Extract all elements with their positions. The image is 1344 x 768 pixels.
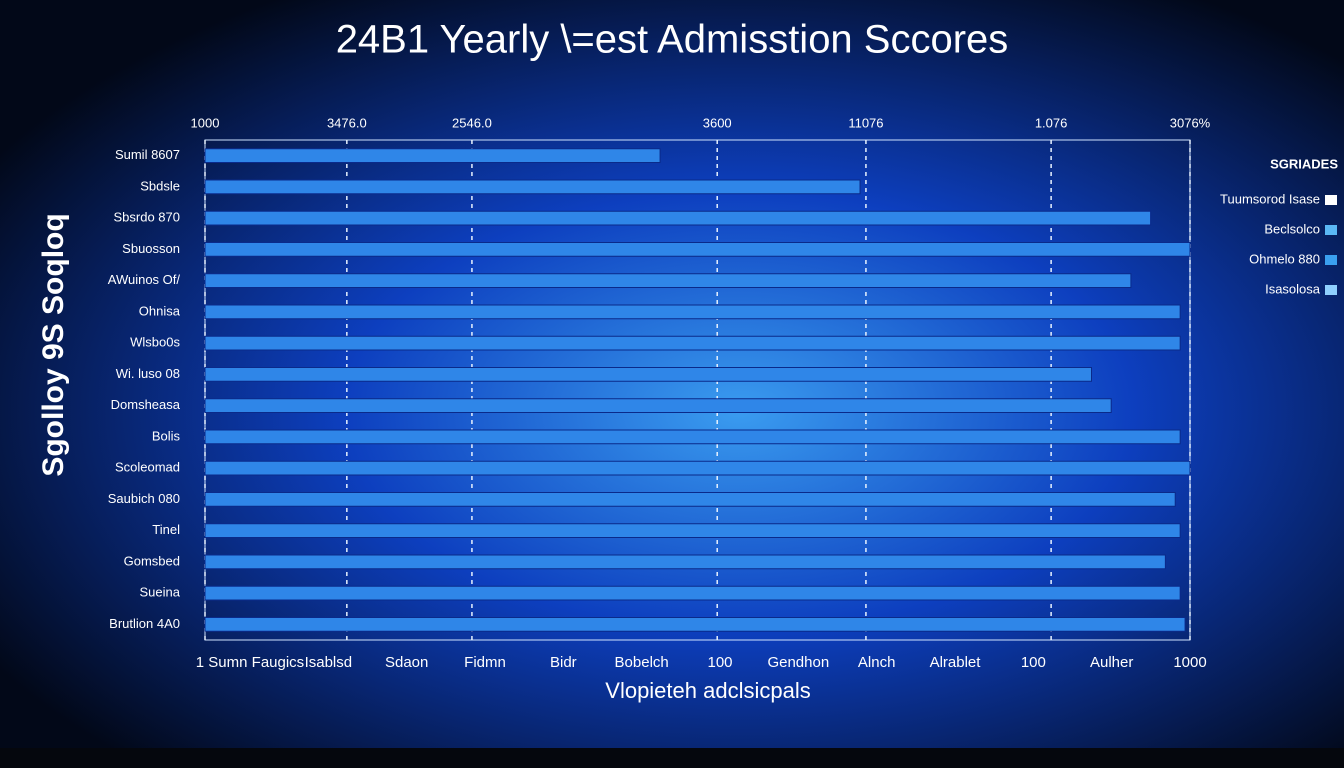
bar	[204, 398, 1112, 413]
y-tick-label: Gomsbed	[124, 553, 180, 568]
y-tick-label: Sbuosson	[122, 241, 180, 256]
footer-band	[0, 748, 1344, 768]
x-tick-label: 3076%	[1170, 115, 1211, 130]
bar	[204, 460, 1191, 476]
bar	[204, 492, 1176, 507]
bar	[204, 585, 1181, 601]
y-tick-label: Saubich 080	[108, 491, 180, 506]
legend-swatch	[1325, 285, 1337, 295]
bottom-label: Aulher	[1090, 654, 1133, 671]
y-tick-label: AWuinos Of/	[108, 272, 181, 287]
bottom-label: Alnch	[858, 654, 896, 671]
y-tick-label: Sbdsle	[140, 178, 180, 193]
bottom-label: 100	[707, 654, 732, 671]
bar	[204, 554, 1166, 570]
bottom-label: 1000	[1173, 654, 1206, 671]
y-tick-label: Wlsbo0s	[130, 335, 180, 350]
y-tick-label: Bolis	[152, 428, 181, 443]
y-tick-label: Sbsrdo 870	[114, 210, 181, 225]
bottom-label: Gendhon	[767, 654, 829, 671]
bottom-label: Fidmn	[464, 654, 506, 671]
bar	[204, 179, 861, 195]
bar	[204, 367, 1092, 382]
bottom-label: Alrablet	[930, 654, 982, 671]
bottom-label: Bidr	[550, 654, 577, 671]
legend-label: Beclsolco	[1264, 221, 1320, 236]
bottom-label: 1 Sumn Faugics	[196, 654, 304, 671]
bar	[204, 523, 1181, 538]
y-tick-label: Scoleomad	[115, 460, 180, 475]
y-tick-label: Ohnisa	[139, 303, 181, 318]
y-tick-label: Wi. luso 08	[116, 366, 180, 381]
legend-label: Isasolosa	[1265, 281, 1321, 296]
bar	[204, 335, 1181, 351]
y-tick-label: Sumil 8607	[115, 147, 180, 162]
y-tick-label: Brutlion 4A0	[109, 616, 180, 631]
chart-title: 24B1 Yearly \=est Admisstion Sccores	[336, 18, 1009, 62]
bar	[204, 210, 1152, 226]
bottom-label: Isablsd	[305, 654, 353, 671]
bar	[204, 148, 661, 163]
y-tick-label: Sueina	[140, 585, 181, 600]
legend-title: SGRIADES	[1270, 156, 1338, 171]
bar	[204, 617, 1186, 632]
legend-swatch	[1325, 195, 1337, 205]
bar	[204, 304, 1181, 320]
bar	[204, 273, 1132, 288]
y-tick-label: Tinel	[152, 522, 180, 537]
x-tick-label: 1.076	[1035, 115, 1068, 130]
x-tick-label: 3476.0	[327, 115, 367, 130]
x-tick-label: 2546.0	[452, 115, 492, 130]
bar	[204, 429, 1181, 445]
y-axis-label: Sgolloy 9S Soqloq	[37, 213, 70, 476]
legend-swatch	[1325, 225, 1337, 235]
bottom-label: Sdaon	[385, 654, 428, 671]
legend-swatch	[1325, 255, 1337, 265]
bar	[204, 242, 1191, 257]
x-axis-label: Vlopieteh adclsicpals	[605, 678, 810, 703]
bottom-label: 100	[1021, 654, 1046, 671]
x-tick-label: 1000	[191, 115, 220, 130]
y-tick-label: Domsheasa	[111, 397, 181, 412]
legend-label: Ohmelo 880	[1249, 251, 1320, 266]
bottom-label: Bobelch	[615, 654, 669, 671]
x-tick-label: 3600	[703, 115, 732, 130]
legend-label: Tuumsorod Isase	[1220, 191, 1320, 206]
x-tick-label: 11076	[848, 115, 883, 130]
